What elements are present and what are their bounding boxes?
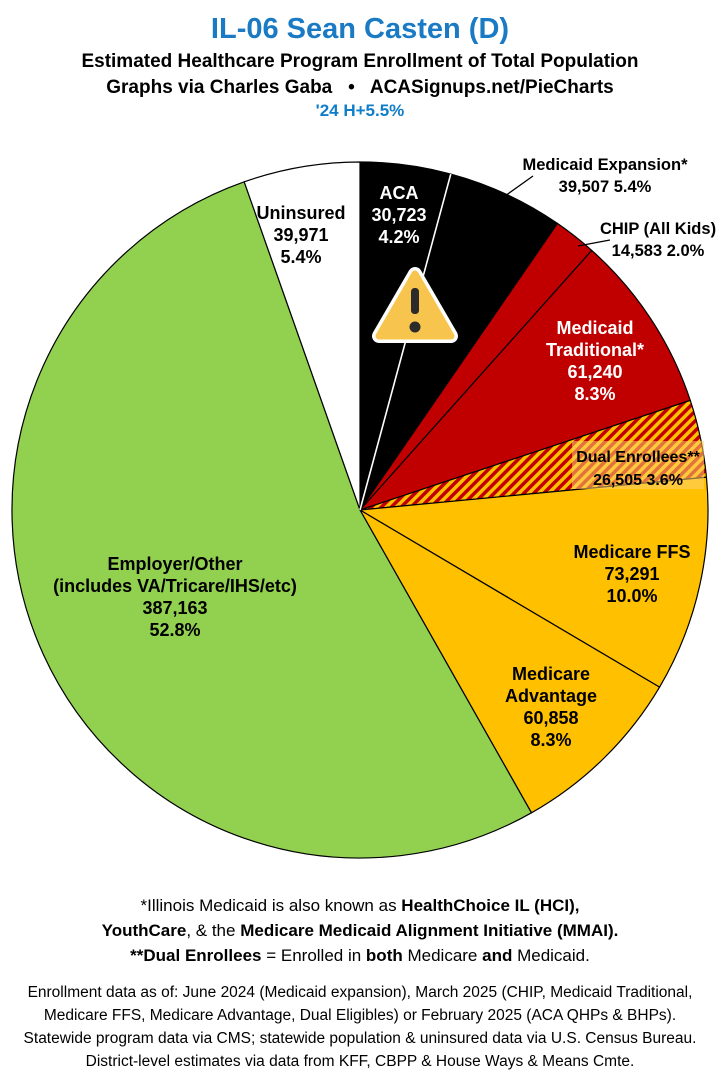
footnote-line: Statewide program data via CMS; statewid… [23, 1030, 697, 1047]
chart-subtitle: Estimated Healthcare Program Enrollment … [81, 51, 639, 72]
footnote-line: Medicare FFS, Medicare Advantage, Dual E… [43, 1007, 677, 1024]
slice-label-line: Traditional* [546, 340, 644, 360]
pie-slice-medicaid-traditional [359, 249, 691, 511]
warning-exclamation-dot [409, 321, 421, 333]
slice-label-line: 8.3% [574, 384, 615, 404]
slice-label-medicaid-expansion: Medicaid Expansion* 39,507 5.4% [522, 156, 688, 196]
slice-label-line: 39,507 5.4% [559, 178, 652, 196]
slice-label-line: 26,505 3.6% [593, 472, 683, 489]
pie-slice-uninsured [243, 161, 361, 511]
slice-label-line: 73,291 [604, 564, 659, 584]
footnote-line: YouthCare, & the Medicare Medicaid Align… [101, 921, 619, 940]
slice-label-line: Medicare [512, 664, 590, 684]
growth-note: '24 H+5.5% [315, 101, 405, 120]
slice-label-line: 387,163 [142, 598, 207, 618]
slice-label-line: Advantage [505, 686, 597, 706]
slice-label-employer-other: Employer/Other (includes VA/Tricare/IHS/e… [53, 554, 297, 640]
leader-line-chip [577, 239, 611, 247]
slice-label-line: 61,240 [567, 362, 622, 382]
footnote-line: Enrollment data as of: June 2024 (Medica… [27, 984, 693, 1001]
footnote-line: **Dual Enrollees = Enrolled in both Medi… [130, 946, 590, 965]
slice-label-line: Medicaid [556, 318, 633, 338]
slice-label-line: Uninsured [256, 203, 345, 223]
slice-label-medicaid-traditional: Medicaid Traditional* 61,240 8.3% [546, 318, 644, 404]
slice-label-line: 10.0% [606, 586, 657, 606]
slice-label-medicare-advantage: Medicare Advantage 60,858 8.3% [505, 664, 597, 750]
slice-label-line: (includes VA/Tricare/IHS/etc) [53, 576, 297, 596]
page-title: IL-06 Sean Casten (D) [210, 13, 510, 45]
pie-slice-medicare-ffs [359, 476, 709, 688]
slice-label-line: ACA [380, 183, 419, 203]
slice-label-aca: ACA 30,723 4.2% [371, 183, 426, 247]
slice-label-line: 4.2% [378, 227, 419, 247]
slice-label-line: CHIP (All Kids) [600, 220, 716, 238]
dual-enrollees-label-box [572, 441, 704, 489]
slice-label-line: 8.3% [530, 730, 571, 750]
slice-label-chip: CHIP (All Kids) 14,583 2.0% [600, 220, 716, 260]
footnote-medicaid-names: *Illinois Medicaid is also known as Heal… [0, 893, 720, 968]
slice-label-line: 30,723 [371, 205, 426, 225]
slice-label-line: 14,583 2.0% [612, 242, 705, 260]
slice-label-line: 5.4% [280, 247, 321, 267]
slice-label-line: 60,858 [523, 708, 578, 728]
slice-label-line: Medicaid Expansion* [522, 156, 688, 174]
slice-label-line: Dual Enrollees** [576, 449, 700, 466]
slice-label-line: 39,971 [273, 225, 328, 245]
slice-label-uninsured: Uninsured 39,971 5.4% [256, 203, 345, 267]
footnote-data-sources: Enrollment data as of: June 2024 (Medica… [0, 981, 720, 1073]
pie-slice-employer-other [11, 181, 533, 859]
slice-label-medicare-ffs: Medicare FFS 73,291 10.0% [573, 542, 690, 606]
warning-exclamation-bar [411, 288, 419, 314]
slice-label-line: Medicare FFS [573, 542, 690, 562]
pie-slice-medicare-advantage [359, 509, 661, 814]
footnote-line: *Illinois Medicaid is also known as Heal… [140, 896, 580, 915]
slice-label-line: 52.8% [149, 620, 200, 640]
leader-line-medicaid-expansion [504, 175, 534, 197]
footnote-line: District-level estimates via data from K… [85, 1053, 635, 1070]
slice-label-dual-enrollees: Dual Enrollees** 26,505 3.6% [576, 449, 700, 489]
byline: Graphs via Charles Gaba • ACASignups.net… [106, 77, 614, 98]
slice-label-line: Employer/Other [107, 554, 242, 574]
